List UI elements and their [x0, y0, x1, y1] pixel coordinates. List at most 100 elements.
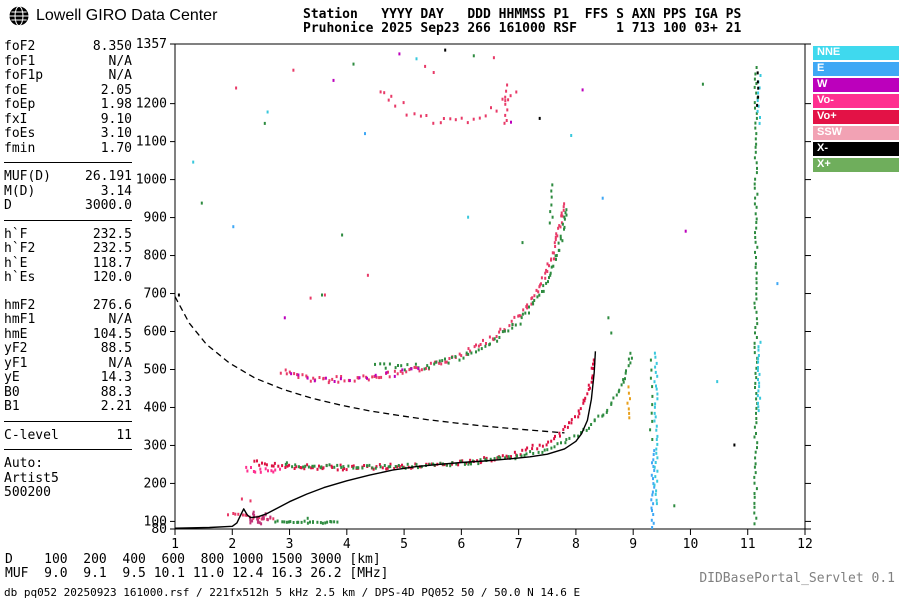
param-value: 9.10 [100, 111, 132, 127]
trace-oblique-9mhz-cyan [653, 351, 659, 506]
station-header-labels: Station YYYY DAY DDD HHMMSS P1 FFS S AXN… [303, 7, 742, 22]
svg-text:600: 600 [144, 325, 167, 340]
param-label: foF1 [4, 53, 36, 69]
param-value: 1.70 [100, 140, 132, 156]
globe-icon [9, 6, 29, 26]
param-value: 3.10 [100, 126, 132, 141]
station-header-values: Pruhonice 2025 Sep23 266 161000 RSF 1 71… [303, 21, 742, 36]
param-value: 88.5 [100, 341, 132, 356]
svg-text:9: 9 [629, 537, 637, 552]
param-label: foE [4, 82, 28, 98]
separator-rule [4, 162, 132, 163]
trace-es-trace-green [274, 519, 339, 525]
param-row-b1: B1 2.21 [4, 399, 132, 415]
trace-noise-green [200, 54, 704, 520]
trace-second-hop-o [279, 202, 566, 385]
svg-text:12: 12 [797, 537, 813, 552]
param-value: 3.14 [100, 183, 132, 199]
separator-rule [4, 420, 132, 422]
curve-muf-transmission-curve [174, 296, 565, 434]
param-value: 104.5 [92, 326, 132, 342]
param-value: N/A [108, 312, 132, 327]
trace-noise-blue [232, 132, 779, 286]
svg-text:500: 500 [144, 362, 167, 377]
trace-oblique-11mhz-green [753, 66, 759, 526]
svg-text:11: 11 [740, 537, 756, 552]
giro-logo: Lowell GIRO Data Center [8, 5, 217, 27]
param-row-fxi: fxI 9.10 [4, 111, 132, 128]
param-value: N/A [108, 355, 132, 371]
param-value: 2.21 [100, 399, 132, 414]
svg-text:10: 10 [683, 537, 699, 552]
trace-noise-cyan [192, 57, 719, 384]
param-label: h`F [4, 226, 28, 242]
trace-x-asymptote-orange [626, 385, 631, 420]
param-value: 232.5 [92, 241, 132, 256]
trace-oblique-11mhz-cyan [756, 340, 762, 413]
trace-noise-pink [235, 56, 495, 503]
param-label: B0 [4, 384, 20, 400]
param-label: MUF(D) [4, 169, 51, 184]
param-row-b0: B0 88.3 [4, 384, 132, 401]
distance-row: D 100 200 400 600 800 1000 1500 3000 [km… [5, 552, 381, 567]
param-row-500200: 500200 [4, 485, 132, 501]
svg-text:1: 1 [171, 537, 179, 552]
param-value: 232.5 [92, 226, 132, 242]
param-value: N/A [108, 53, 132, 69]
param-value: 1.98 [100, 97, 132, 112]
param-label: Artist5 [4, 470, 59, 486]
param-label: yF1 [4, 355, 28, 371]
param-label: fmin [4, 140, 36, 156]
param-row-fof2: foF2 8.350 [4, 39, 132, 55]
trace-f-trace-x-mode [284, 351, 633, 470]
servlet-version-label: DIDBasePortal_Servlet 0.1 [699, 571, 895, 586]
curve-artist-fitted-trace [174, 351, 597, 529]
param-label: h`Es [4, 270, 36, 285]
param-row-hme: hmE 104.5 [4, 326, 132, 343]
param-value: 120.0 [92, 270, 132, 285]
parameter-panel: foF2 8.350 foF1 N/A foF1p N/A foE 2.05 foEp 1.98 f… [4, 39, 132, 501]
param-row-hes: h`Es 120.0 [4, 270, 132, 286]
trace-column-6-7mhz-pink [503, 83, 509, 125]
param-row-fmin: fmin 1.70 [4, 140, 132, 157]
legend-item-w: W [813, 78, 899, 92]
param-row-fof1p: foF1p N/A [4, 68, 132, 84]
trace-noise-magenta [283, 52, 687, 320]
trace-second-hop-w [290, 367, 420, 383]
param-value: 26.191 [85, 169, 132, 184]
plot-frame [174, 43, 806, 530]
svg-text:6: 6 [457, 537, 465, 552]
param-label: 500200 [4, 485, 51, 500]
param-label: h`E [4, 255, 28, 271]
param-value: N/A [108, 68, 132, 83]
param-row-mufd: MUF(D) 26.191 [4, 169, 132, 185]
echo-direction-legend: NNE E W Vo- Vo+ SSW X- X+ [813, 46, 899, 174]
trace-second-hop-x [374, 208, 568, 372]
svg-text:700: 700 [144, 287, 167, 302]
param-label: C-level [4, 427, 59, 443]
svg-text:200: 200 [144, 476, 167, 491]
muf-row: MUF 9.0 9.1 9.5 10.1 11.0 12.4 16.3 26.2… [5, 566, 389, 581]
param-label: foEs [4, 126, 36, 141]
legend-item-vo: Vo- [813, 94, 899, 108]
trace-f-start-cluster [245, 465, 281, 474]
param-value: 11 [116, 427, 132, 443]
param-row-clevel: C-level 11 [4, 427, 132, 444]
svg-text:7: 7 [515, 537, 523, 552]
svg-text:3: 3 [286, 537, 294, 552]
svg-text:80: 80 [151, 522, 167, 537]
trace-oblique-9mhz-blue [650, 449, 656, 529]
param-row-foep: foEp 1.98 [4, 97, 132, 113]
logo-text: Lowell GIRO Data Center [36, 7, 218, 24]
param-label: D [4, 198, 12, 213]
param-row-auto: Auto: [4, 456, 132, 472]
axis-ticks [170, 43, 811, 535]
param-label: M(D) [4, 183, 36, 199]
param-row-yf2: yF2 88.5 [4, 341, 132, 357]
param-label: foF1p [4, 68, 44, 83]
legend-item-ssw: SSW [813, 126, 899, 140]
separator-rule [4, 449, 132, 450]
